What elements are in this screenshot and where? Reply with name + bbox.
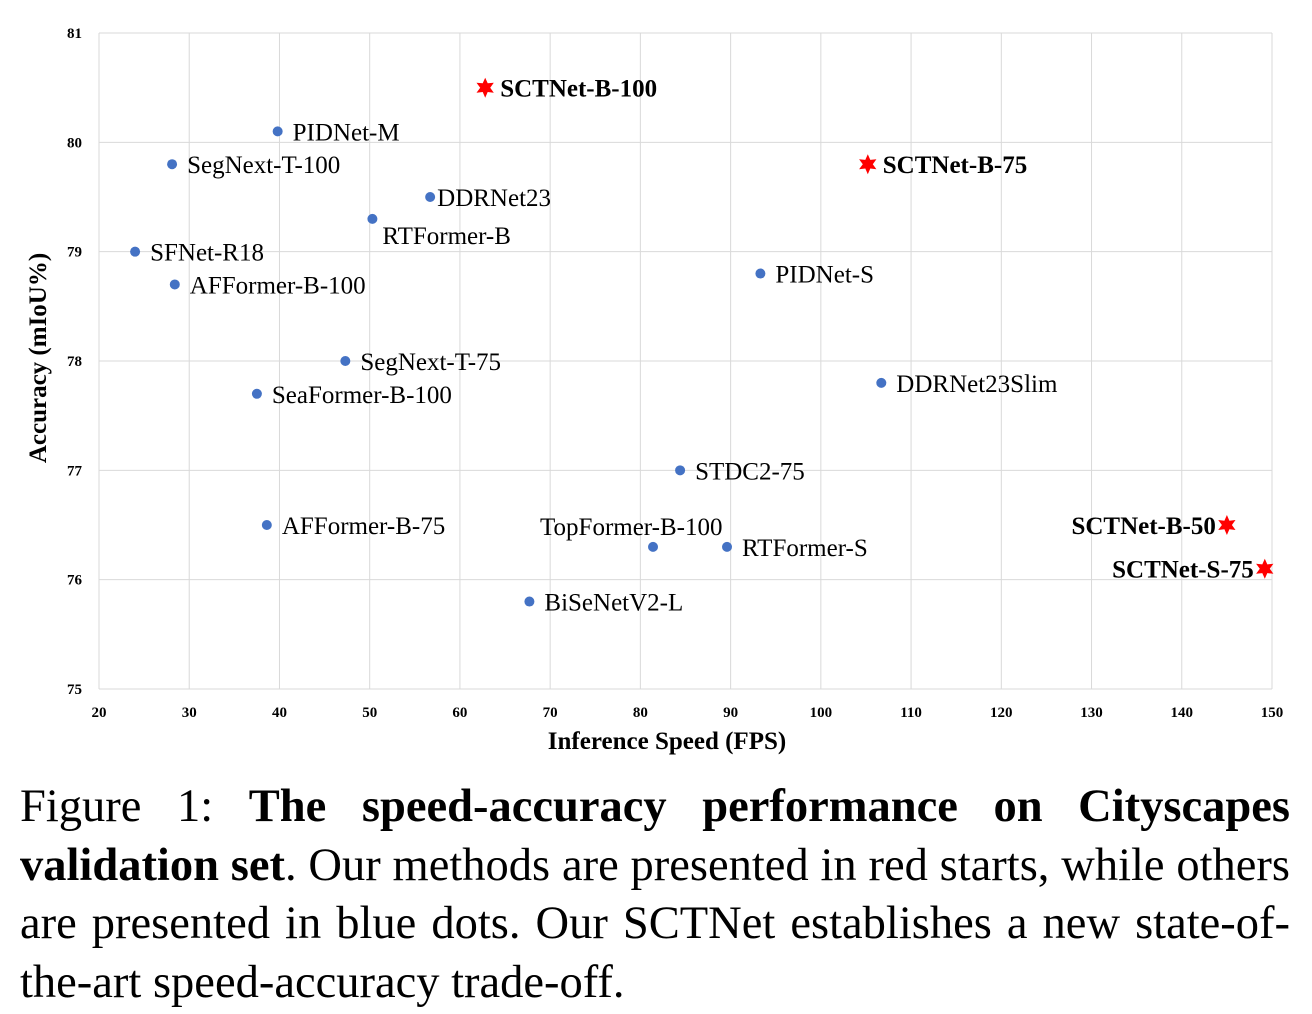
y-tick-label: 76 bbox=[67, 573, 83, 589]
dot-marker bbox=[261, 520, 272, 530]
x-axis-title: Inference Speed (FPS) bbox=[548, 728, 786, 755]
point-label: BiSeNetV2-L bbox=[544, 590, 683, 617]
point-label: SegNext-T-75 bbox=[360, 349, 501, 376]
x-tick-label: 140 bbox=[1171, 705, 1194, 721]
point-label: AFFormer-B-75 bbox=[282, 513, 445, 540]
dot-marker bbox=[167, 159, 178, 170]
dot-marker bbox=[755, 268, 766, 279]
x-tick-label: 120 bbox=[990, 705, 1013, 721]
point-label: SCTNet-S-75 bbox=[1112, 557, 1254, 584]
dot-marker bbox=[722, 541, 733, 552]
x-tick-label: 130 bbox=[1080, 705, 1103, 721]
y-tick-label: 80 bbox=[67, 135, 82, 151]
dot-marker bbox=[675, 465, 686, 476]
x-tick-label: 70 bbox=[543, 705, 558, 721]
dot-marker bbox=[169, 279, 180, 290]
figure-caption: Figure 1: The speed-accuracy performance… bbox=[20, 778, 1290, 1012]
x-tick-label: 20 bbox=[92, 705, 107, 721]
dot-marker bbox=[648, 541, 659, 552]
dot-marker bbox=[367, 213, 378, 224]
dot-marker bbox=[251, 388, 262, 399]
dot-marker bbox=[425, 192, 436, 202]
point-label: PIDNet-S bbox=[775, 262, 874, 289]
point-label: SCTNet-B-75 bbox=[883, 152, 1027, 179]
x-tick-label: 60 bbox=[452, 705, 467, 721]
y-tick-label: 79 bbox=[67, 245, 82, 261]
y-tick-label: 77 bbox=[67, 463, 83, 479]
point-label: PIDNet-M bbox=[293, 119, 400, 146]
point-label: SFNet-R18 bbox=[150, 240, 264, 267]
x-tick-label: 150 bbox=[1261, 705, 1284, 721]
point-label: AFFormer-B-100 bbox=[190, 272, 366, 299]
point-label: SeaFormer-B-100 bbox=[272, 382, 452, 409]
point-label: RTFormer-B bbox=[382, 223, 511, 250]
star-marker bbox=[859, 154, 877, 175]
x-tick-label: 110 bbox=[900, 705, 922, 721]
star-marker bbox=[1256, 558, 1274, 579]
y-tick-label: 75 bbox=[67, 682, 82, 698]
data-points: SCTNet-B-100 PIDNet-M SegNext-T-100 SCTNet-… bbox=[130, 76, 1274, 617]
caption-rest: . Our methods are presented in red start… bbox=[20, 839, 1290, 1008]
x-tick-label: 50 bbox=[362, 705, 377, 721]
x-tick-label: 100 bbox=[810, 705, 833, 721]
caption-bold: The speed-accuracy performance on Citysc… bbox=[20, 781, 1291, 891]
point-label: DDRNet23 bbox=[437, 185, 551, 212]
scatter-chart: 20 30 40 50 60 70 80 90 100 110 120 130 140 150 75 76 77… bbox=[25, 26, 1283, 755]
dot-marker bbox=[876, 377, 887, 388]
tick-labels: 20 30 40 50 60 70 80 90 100 110 120 130 140 150 75 76 77… bbox=[67, 26, 1283, 721]
grid bbox=[98, 32, 1273, 690]
x-tick-label: 30 bbox=[182, 705, 197, 721]
point-label: TopFormer-B-100 bbox=[540, 514, 722, 541]
point-label: STDC2-75 bbox=[695, 458, 805, 485]
y-axis-title: Accuracy (mIoU%) bbox=[25, 253, 52, 463]
x-tick-label: 90 bbox=[723, 705, 738, 721]
y-tick-label: 78 bbox=[67, 354, 82, 370]
star-marker bbox=[1218, 515, 1236, 535]
point-label: SCTNet-B-50 bbox=[1071, 513, 1215, 540]
point-label: RTFormer-S bbox=[742, 535, 868, 562]
point-label: SCTNet-B-100 bbox=[500, 76, 657, 103]
point-label: SegNext-T-100 bbox=[187, 152, 340, 179]
dot-marker bbox=[272, 126, 283, 137]
caption-prefix: Figure 1: bbox=[20, 781, 249, 832]
point-label: DDRNet23Slim bbox=[896, 371, 1058, 398]
x-tick-label: 80 bbox=[633, 705, 648, 721]
dot-marker bbox=[130, 246, 141, 257]
y-tick-label: 81 bbox=[67, 26, 82, 42]
dot-marker bbox=[340, 356, 351, 366]
star-marker bbox=[476, 77, 494, 98]
x-tick-label: 40 bbox=[272, 705, 287, 721]
dot-marker bbox=[524, 596, 535, 607]
